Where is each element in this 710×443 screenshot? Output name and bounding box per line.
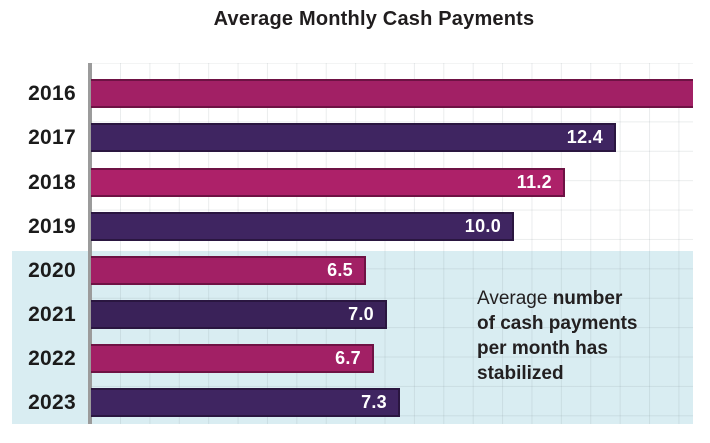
category-label-2021: 2021 (28, 303, 76, 326)
bar-value-label-2019: 10.0 (464, 216, 501, 236)
bar-2023: 7.3 (91, 388, 400, 417)
category-label-2020: 2020 (28, 259, 76, 282)
category-label-2022: 2022 (28, 347, 76, 370)
bar-value-label-2020: 6.5 (327, 260, 353, 280)
annotation-text: Average number of cash payments per month … (477, 286, 687, 386)
bar-value-label-2022: 6.7 (335, 348, 361, 368)
category-label-2018: 2018 (28, 171, 76, 194)
bar-value-label-2018: 11.2 (516, 172, 552, 192)
category-label-2023: 2023 (28, 391, 76, 414)
chart-title: Average Monthly Cash Payments (213, 8, 535, 30)
annotation-line-1: Average number (477, 288, 623, 309)
category-label-2016: 2016 (28, 82, 76, 105)
annotation-line-3: per month has (477, 338, 608, 359)
y-axis-line (88, 63, 92, 424)
bar-2019: 10.0 (91, 212, 514, 241)
bar-2018: 11.2 (91, 168, 565, 197)
bar-2016 (91, 79, 693, 108)
bar-2020: 6.5 (91, 256, 366, 285)
bar-value-label-2021: 7.0 (348, 304, 374, 324)
category-label-2019: 2019 (28, 215, 76, 238)
annotation-line-4: stabilized (477, 363, 564, 384)
category-label-2017: 2017 (28, 126, 76, 149)
bar-value-label-2023: 7.3 (361, 392, 387, 412)
annotation-line-2: of cash payments (477, 313, 638, 334)
bar-value-label-2017: 12.4 (566, 127, 603, 147)
bar-2021: 7.0 (91, 300, 387, 329)
bar-2017: 12.4 (91, 123, 616, 152)
bar-2022: 6.7 (91, 344, 374, 373)
